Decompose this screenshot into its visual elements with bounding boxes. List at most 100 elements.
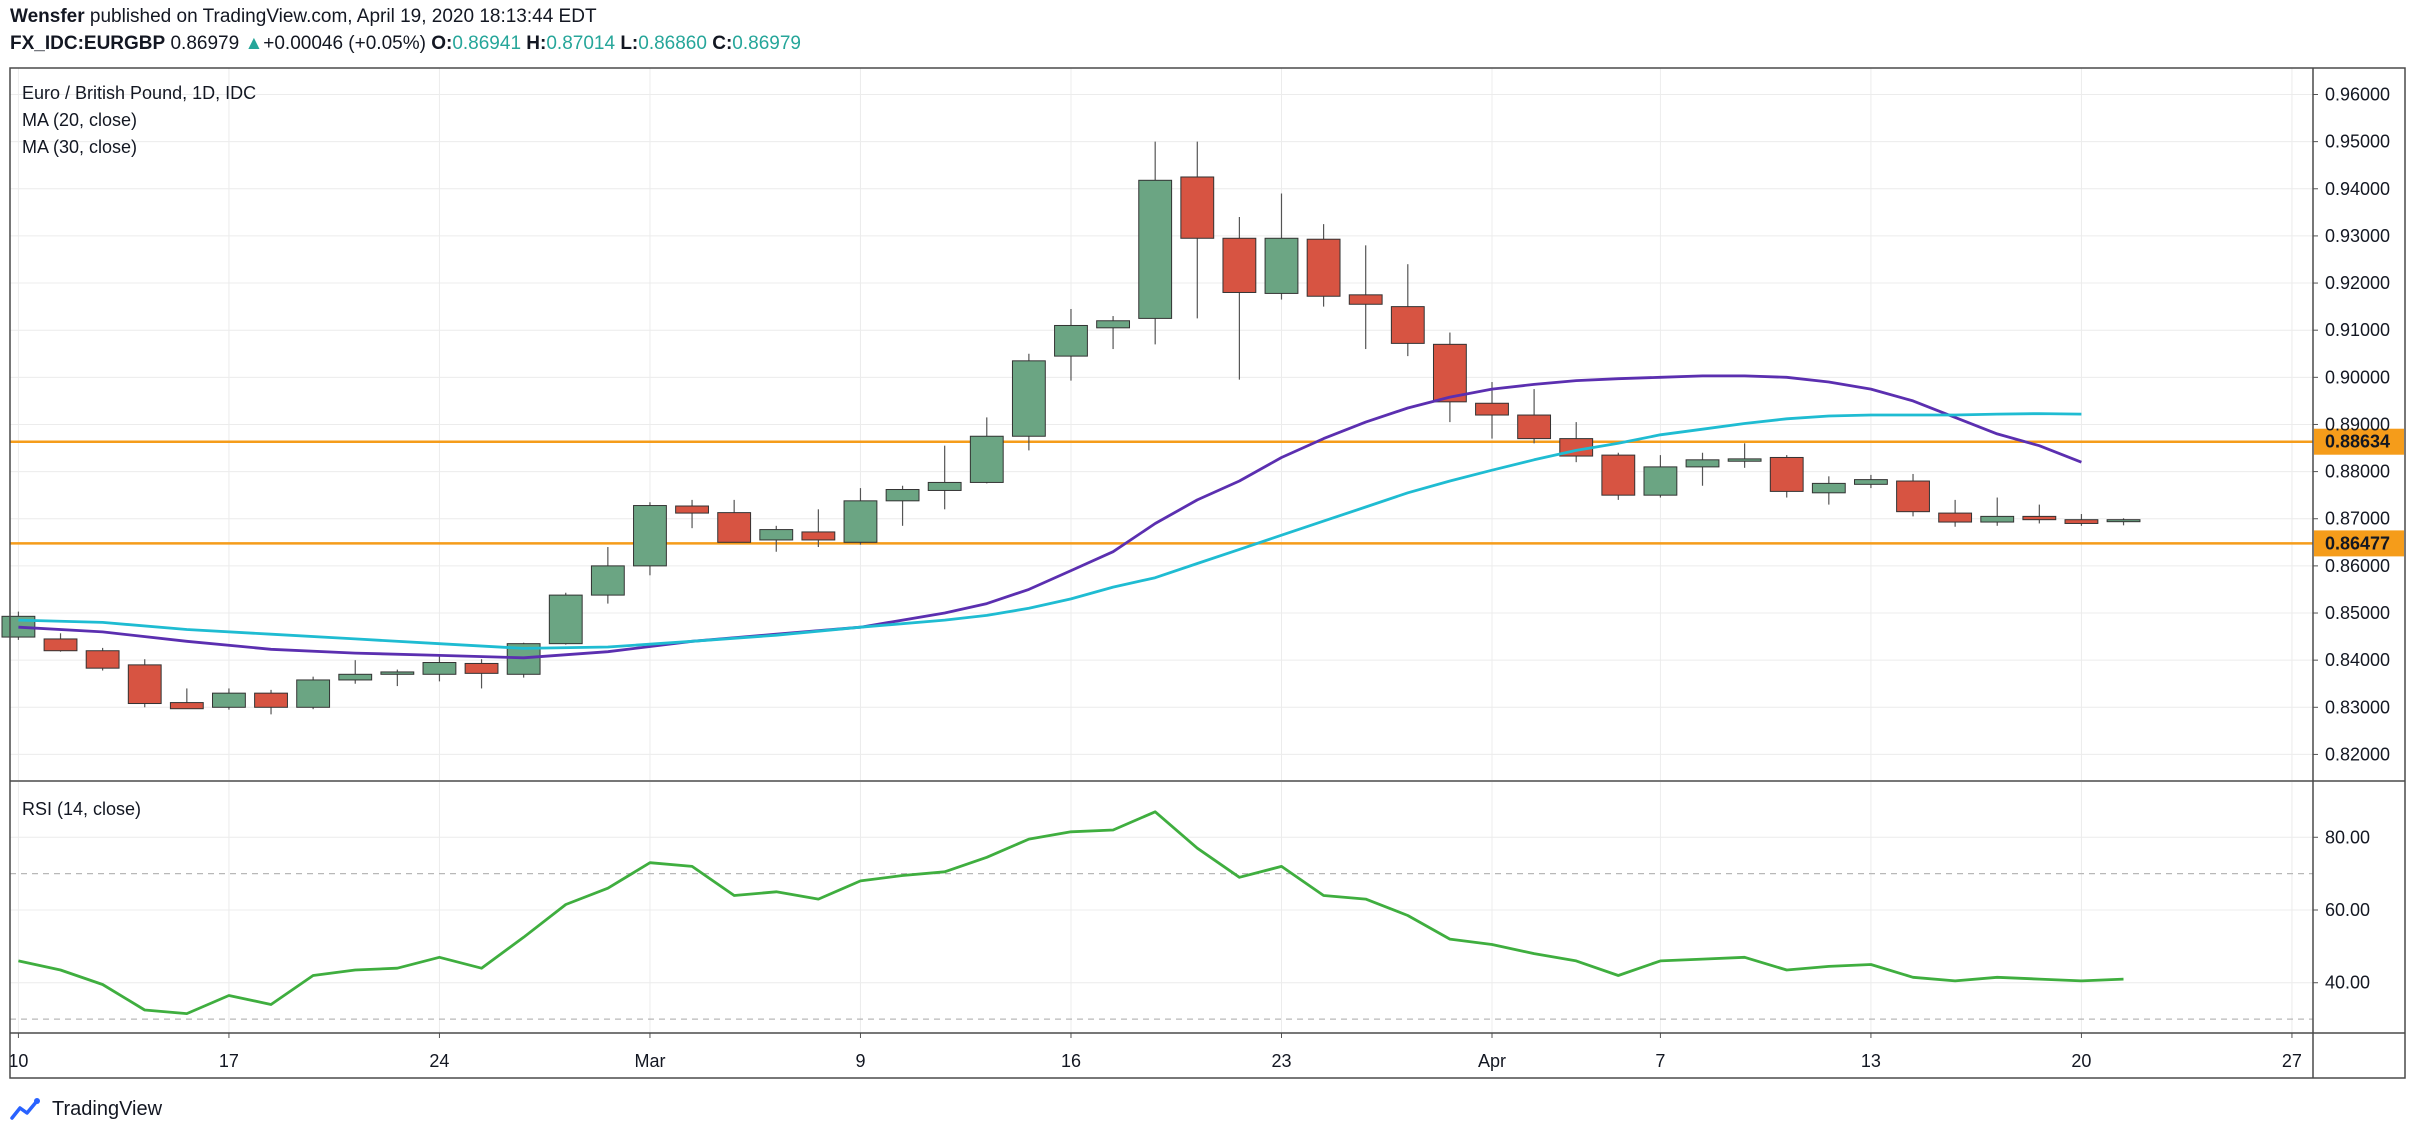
candle-body [1264,237,1299,294]
x-tick-label: 13 [1861,1051,1881,1071]
candle-body [2106,519,2141,523]
candle-up[interactable] [1138,141,1173,345]
moving-averages[interactable] [18,374,2082,660]
low-value: 0.86860 [638,33,707,54]
rsi-line[interactable] [18,810,2124,1015]
candle-body [338,673,373,681]
candle-up[interactable] [1980,497,2015,526]
candle-up[interactable] [548,592,583,645]
candle-up[interactable] [1811,476,1846,505]
author-name[interactable]: Wensfer [10,6,85,27]
candle-up[interactable] [1264,193,1299,300]
candle-body [464,662,499,674]
candle-body [1769,456,1804,492]
candle-up[interactable] [1727,443,1762,468]
candle-down[interactable] [1559,422,1594,463]
candle-up[interactable] [1643,455,1678,498]
hline-price-tag [2314,428,2404,455]
chart-frame [9,67,2406,1079]
candle-up[interactable] [1011,353,1046,451]
candle-up[interactable] [1854,474,1888,489]
x-tick-label: 20 [2071,1051,2091,1071]
candle-body [2064,519,2099,524]
candle-body [633,505,667,567]
candle-up[interactable] [1096,316,1131,350]
candle-down[interactable] [1180,141,1215,319]
candle-down[interactable] [1475,382,1509,439]
y-tick-label: 0.90000 [2325,367,2390,387]
candle-down[interactable] [1601,452,1636,500]
tradingview-footer[interactable]: TradingView [10,1096,162,1122]
candle-down[interactable] [717,499,752,543]
candle-body [885,489,920,502]
candle-up[interactable] [338,660,373,684]
candle-down[interactable] [254,689,288,715]
legend-ma30: MA (30, close) [22,137,137,157]
candle-body [1643,466,1678,496]
candle-down[interactable] [43,633,78,652]
y-tick-label: 0.88000 [2325,462,2390,482]
candle-down[interactable] [801,509,836,548]
candle-up[interactable] [2106,518,2141,526]
candle-up[interactable] [885,485,920,526]
candle-down[interactable] [85,647,120,671]
legend-title: Euro / British Pound, 1D, IDC [22,83,256,103]
candle-up[interactable] [422,656,457,682]
candle-body [1811,482,1846,494]
candle-up[interactable] [1685,452,1720,486]
candle-body [1980,515,2015,523]
candle-down[interactable] [1769,455,1804,498]
x-tick-label: Mar [634,1051,665,1071]
candle-body [675,505,709,514]
x-tick-label: 7 [1655,1051,1665,1071]
candle-up[interactable] [380,669,415,687]
candle-down[interactable] [1222,217,1257,380]
candle-body [1475,402,1509,416]
candle-up[interactable] [969,417,1004,484]
rsi-tick-label: 60.00 [2325,900,2370,920]
horizontal-lines[interactable]: 0.88634 0.86477 [10,428,2404,557]
candle-body [927,481,962,491]
candle-body [548,594,583,645]
candle-down[interactable] [1348,245,1383,350]
candle-down[interactable] [127,659,162,708]
candle-up[interactable] [1,611,36,640]
candle-down[interactable] [2022,504,2057,524]
candle-up[interactable] [843,488,878,545]
close-value: 0.86979 [732,33,801,54]
rsi-plot[interactable] [18,810,2124,1015]
candle-down[interactable] [1390,264,1425,357]
candle-body [1432,343,1467,403]
candle-body [1138,179,1173,319]
candle-body [717,512,752,543]
y-tick-label: 0.83000 [2325,697,2390,717]
candle-down[interactable] [1938,499,1973,527]
candle-down[interactable] [464,659,499,689]
legend-rsi: RSI (14, close) [22,799,141,819]
ma30-line[interactable] [18,412,2082,650]
candle-down[interactable] [1896,473,1930,517]
candle-up[interactable] [759,525,794,552]
candle-body [1601,454,1636,496]
y-tick-label: 0.82000 [2325,744,2390,764]
tradingview-brand: TradingView [52,1097,163,1120]
candle-body [1054,324,1088,357]
candle-down[interactable] [2064,514,2099,526]
hline-price-label: 0.88634 [2325,432,2390,452]
candle-up[interactable] [590,547,625,604]
candle-down[interactable] [169,688,204,710]
candle-up[interactable] [212,688,246,710]
price-chart[interactable]: 0.88634 0.86477 10 17 24 Mar 9 16 23 Apr 7 13 20 27 0… [0,0,2415,1090]
candle-body [296,679,331,708]
x-tick-label: Apr [1478,1051,1506,1071]
change-arrow-icon: ▲ [244,33,264,54]
candle-down[interactable] [675,499,709,529]
candle-up[interactable] [1054,308,1088,381]
candle-down[interactable] [1432,332,1467,423]
candle-up[interactable] [296,676,331,710]
candle-down[interactable] [1517,389,1552,444]
ma20-line[interactable] [18,374,2082,660]
candle-down[interactable] [1306,224,1341,307]
candle-up[interactable] [633,502,667,576]
candle-up[interactable] [927,445,962,510]
